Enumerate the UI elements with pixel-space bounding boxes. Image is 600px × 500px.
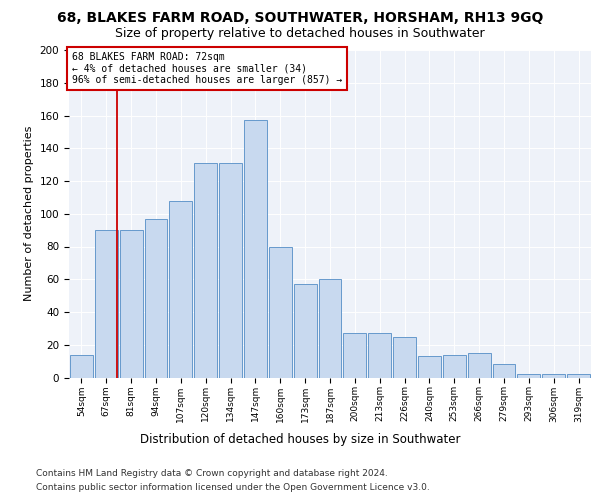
Bar: [343, 334, 366, 378]
Bar: [219, 163, 242, 378]
Bar: [542, 374, 565, 378]
Bar: [194, 163, 217, 378]
Bar: [120, 230, 143, 378]
Text: Contains public sector information licensed under the Open Government Licence v3: Contains public sector information licen…: [36, 484, 430, 492]
Bar: [393, 336, 416, 378]
Bar: [70, 354, 93, 378]
Text: Size of property relative to detached houses in Southwater: Size of property relative to detached ho…: [115, 28, 485, 40]
Bar: [517, 374, 540, 378]
Bar: [493, 364, 515, 378]
Bar: [443, 354, 466, 378]
Text: Contains HM Land Registry data © Crown copyright and database right 2024.: Contains HM Land Registry data © Crown c…: [36, 468, 388, 477]
Bar: [145, 218, 167, 378]
Bar: [368, 334, 391, 378]
Bar: [418, 356, 441, 378]
Bar: [567, 374, 590, 378]
Text: 68, BLAKES FARM ROAD, SOUTHWATER, HORSHAM, RH13 9GQ: 68, BLAKES FARM ROAD, SOUTHWATER, HORSHA…: [57, 11, 543, 25]
Text: 68 BLAKES FARM ROAD: 72sqm
← 4% of detached houses are smaller (34)
96% of semi-: 68 BLAKES FARM ROAD: 72sqm ← 4% of detac…: [71, 52, 342, 85]
Bar: [244, 120, 267, 378]
Bar: [169, 200, 192, 378]
Text: Distribution of detached houses by size in Southwater: Distribution of detached houses by size …: [140, 432, 460, 446]
Bar: [294, 284, 317, 378]
Bar: [468, 353, 491, 378]
Y-axis label: Number of detached properties: Number of detached properties: [24, 126, 34, 302]
Bar: [319, 279, 341, 378]
Bar: [95, 230, 118, 378]
Bar: [269, 246, 292, 378]
